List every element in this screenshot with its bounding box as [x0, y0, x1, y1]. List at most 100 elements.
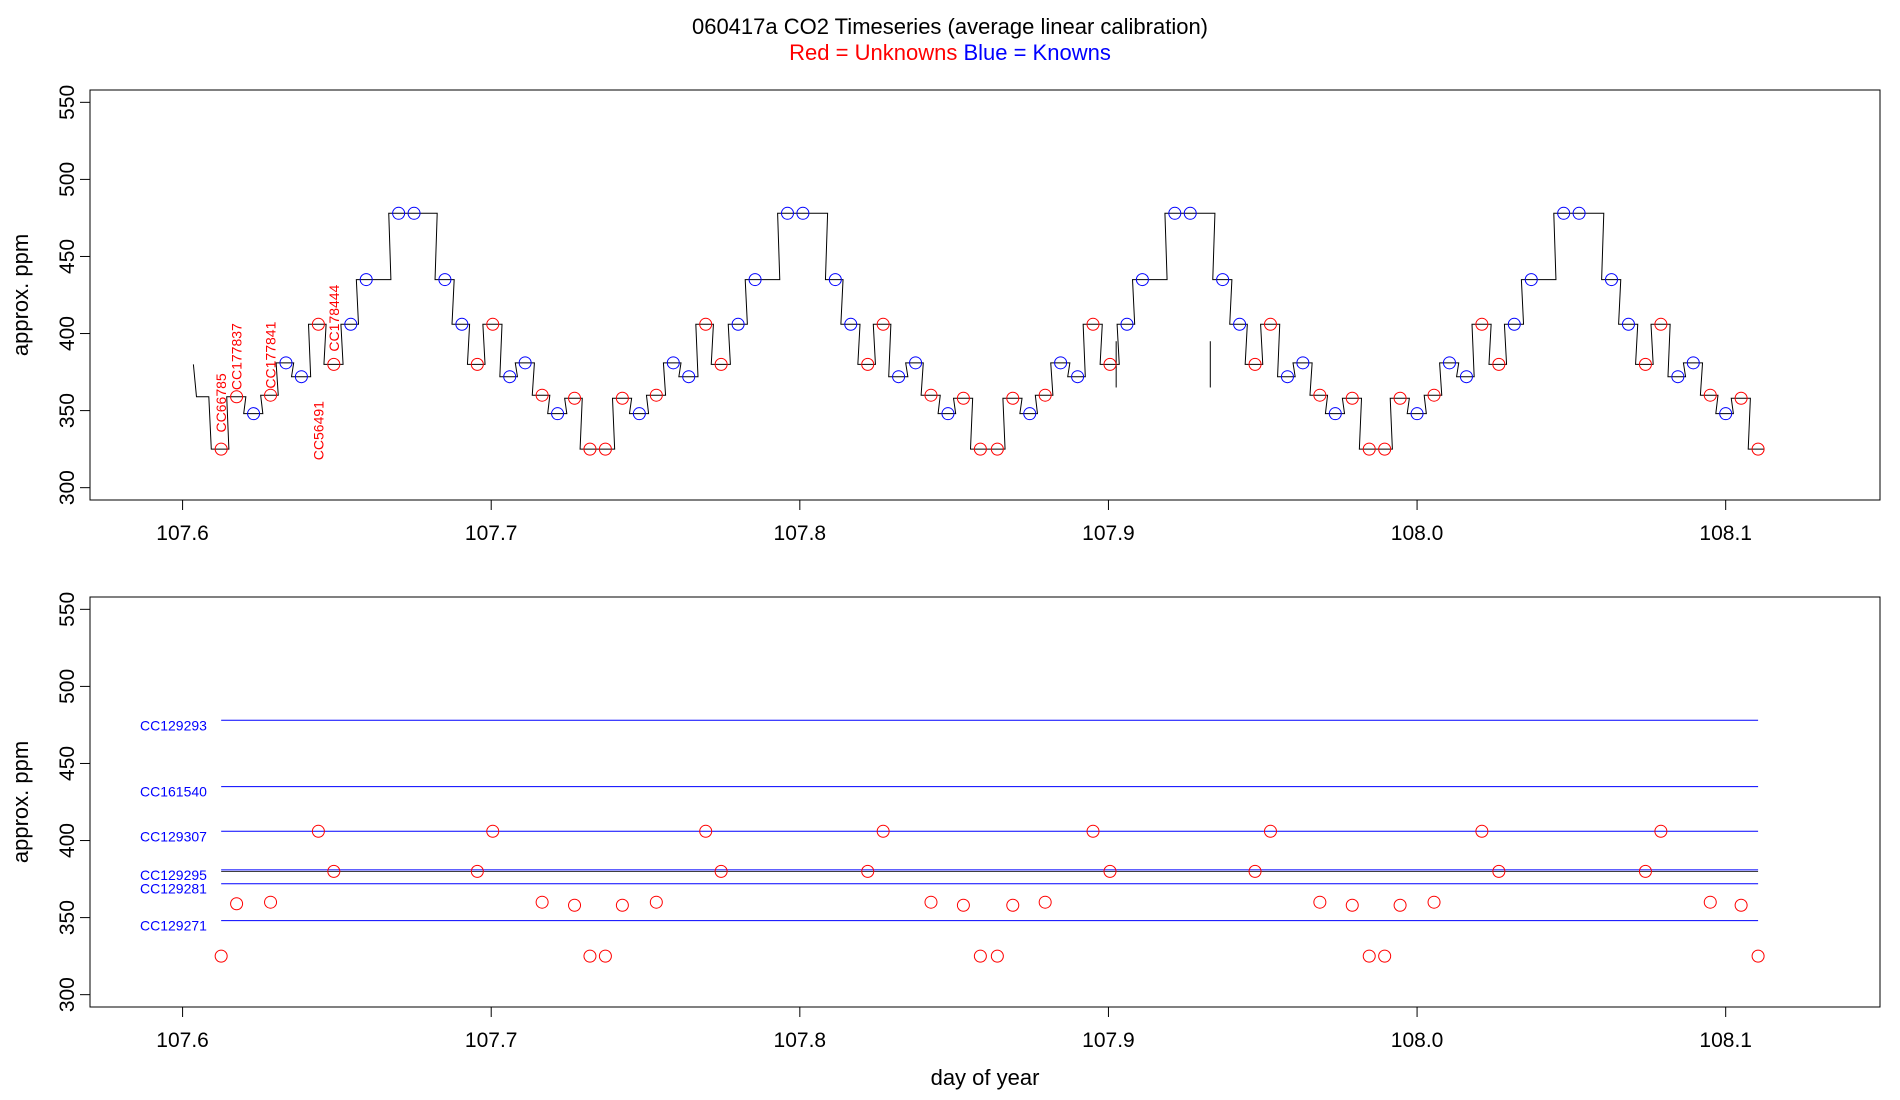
unknown-point	[1345, 898, 1359, 912]
y-axis-label: approx. ppm	[8, 741, 33, 863]
unknown-point	[699, 824, 713, 838]
unknown-point	[861, 357, 875, 371]
plot-frame	[89, 596, 1881, 1008]
known-point	[1168, 206, 1182, 220]
unknown-point	[583, 442, 597, 456]
known-point	[1071, 370, 1085, 384]
known-point	[1216, 273, 1230, 287]
unknown-point	[1427, 895, 1441, 909]
known-point	[1410, 407, 1424, 421]
unknown-point	[714, 357, 728, 371]
unknown-point	[470, 357, 484, 371]
sample-label: CC177841	[263, 321, 279, 388]
known-point	[1572, 206, 1586, 220]
known-point	[1605, 273, 1618, 287]
y-tick-label: 550	[56, 592, 79, 627]
unknown-point	[1378, 442, 1392, 456]
x-tick-label: 108.0	[1391, 522, 1444, 545]
reference-label: CC129281	[140, 881, 207, 897]
sample-label: CC178444	[326, 284, 342, 351]
y-tick-label: 300	[56, 470, 79, 505]
known-point	[1507, 317, 1521, 331]
known-point	[455, 317, 469, 331]
known-point	[941, 407, 955, 421]
unknown-point	[1103, 357, 1117, 371]
unknown-point	[568, 898, 582, 912]
y-tick-label: 500	[56, 669, 79, 704]
known-point	[359, 273, 373, 287]
unknown-point	[1638, 357, 1652, 371]
known-point	[1671, 370, 1685, 384]
known-point	[1557, 206, 1571, 220]
x-tick-label: 107.8	[774, 522, 827, 545]
known-point	[1328, 407, 1342, 421]
x-tick-label: 107.7	[465, 1029, 518, 1052]
unknown-point	[1263, 317, 1277, 331]
unknown-point	[1393, 898, 1407, 912]
unknown-point	[861, 864, 875, 878]
reference-label: CC129293	[140, 717, 207, 733]
known-point	[503, 370, 517, 384]
known-point	[1233, 317, 1247, 331]
co2-trace	[192, 212, 1765, 450]
unknown-point	[1703, 895, 1717, 909]
known-point	[1442, 356, 1456, 370]
unknown-point	[1263, 824, 1277, 838]
plot-frame	[89, 89, 1881, 501]
known-point	[1023, 407, 1037, 421]
known-point	[294, 370, 308, 384]
unknown-point	[1638, 864, 1652, 878]
unknown-point	[973, 442, 987, 456]
x-tick-label: 108.1	[1699, 522, 1752, 545]
unknown-point	[327, 357, 341, 371]
reference-label: CC129295	[140, 867, 207, 883]
y-tick-label: 500	[56, 162, 79, 197]
unknown-point	[699, 317, 713, 331]
known-point	[731, 317, 745, 331]
unknown-point	[1006, 391, 1020, 405]
unknown-point	[615, 391, 629, 405]
reference-label: CC129307	[140, 828, 207, 844]
known-point	[748, 273, 762, 287]
unknown-point	[535, 895, 549, 909]
unknown-point	[1734, 898, 1748, 912]
reference-label: CC129271	[140, 918, 207, 934]
unknown-point	[230, 897, 244, 911]
x-tick-label: 107.9	[1082, 1029, 1135, 1052]
subtitle-unknowns: Red = Unknowns	[789, 40, 958, 65]
unknown-point	[973, 949, 987, 963]
unknown-point	[1103, 864, 1117, 878]
x-tick-label: 107.9	[1082, 522, 1135, 545]
unknown-point	[311, 824, 325, 838]
unknown-point	[568, 391, 582, 405]
unknown-point	[956, 391, 970, 405]
unknown-point	[876, 824, 890, 838]
unknown-point	[486, 317, 500, 331]
known-point	[407, 206, 421, 220]
unknown-point	[649, 895, 663, 909]
unknown-point	[1038, 388, 1052, 402]
unknown-point	[1378, 949, 1392, 963]
unknown-point	[1654, 824, 1668, 838]
unknown-point	[1492, 864, 1506, 878]
known-point	[892, 370, 906, 384]
x-tick-label: 108.0	[1391, 1029, 1444, 1052]
sample-label: CC177837	[229, 323, 245, 390]
chart-title: 060417a CO2 Timeseries (average linear c…	[691, 14, 1209, 39]
unknown-point	[990, 442, 1004, 456]
unknown-point	[1427, 388, 1441, 402]
x-tick-label: 108.1	[1699, 1029, 1752, 1052]
known-point	[796, 206, 810, 220]
known-point	[247, 407, 261, 421]
known-point	[1459, 370, 1473, 384]
known-point	[682, 370, 696, 384]
unknown-point	[1006, 898, 1020, 912]
unknown-point	[1703, 388, 1717, 402]
unknown-point	[1751, 949, 1765, 963]
y-tick-label: 450	[56, 239, 79, 274]
known-point	[1280, 370, 1294, 384]
unknown-point	[583, 949, 597, 963]
sample-label: CC66785	[213, 373, 229, 432]
known-point	[344, 317, 358, 331]
unknown-point	[956, 898, 970, 912]
